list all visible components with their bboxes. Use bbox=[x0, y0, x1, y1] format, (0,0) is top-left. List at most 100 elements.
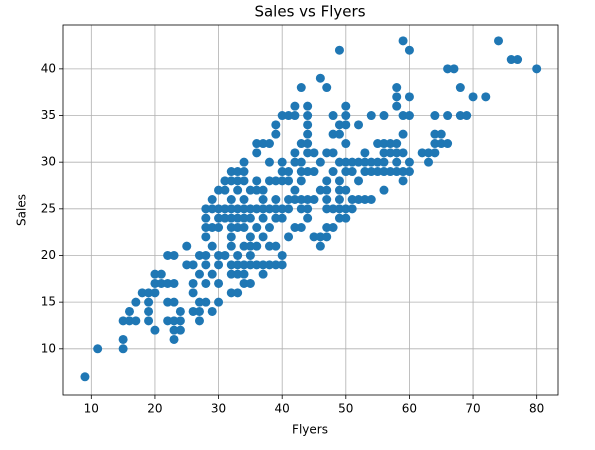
point bbox=[379, 167, 389, 177]
point bbox=[207, 241, 217, 251]
point bbox=[360, 167, 370, 177]
point bbox=[239, 204, 249, 214]
point bbox=[322, 204, 332, 214]
y-tick-label: 35 bbox=[41, 108, 56, 122]
y-axis-label: Sales bbox=[15, 194, 29, 226]
point bbox=[296, 195, 306, 205]
point bbox=[392, 83, 402, 93]
point bbox=[233, 167, 243, 177]
point bbox=[303, 148, 313, 158]
point bbox=[271, 260, 281, 270]
point bbox=[214, 297, 224, 307]
point bbox=[118, 344, 128, 354]
point bbox=[449, 64, 459, 74]
point bbox=[303, 195, 313, 205]
point bbox=[334, 129, 344, 139]
point bbox=[194, 269, 204, 279]
point bbox=[404, 111, 414, 121]
point bbox=[398, 129, 408, 139]
point bbox=[233, 288, 243, 298]
point bbox=[379, 185, 389, 195]
point bbox=[277, 213, 287, 223]
point bbox=[169, 316, 179, 326]
x-tick-label: 60 bbox=[402, 402, 417, 416]
point bbox=[468, 92, 478, 102]
point bbox=[150, 325, 160, 335]
point bbox=[392, 92, 402, 102]
point bbox=[347, 204, 357, 214]
point bbox=[264, 176, 274, 186]
point bbox=[303, 101, 313, 111]
point bbox=[175, 306, 185, 316]
point bbox=[169, 325, 179, 335]
point bbox=[194, 306, 204, 316]
point bbox=[404, 167, 414, 177]
point bbox=[455, 111, 465, 121]
point bbox=[271, 204, 281, 214]
point bbox=[239, 176, 249, 186]
point bbox=[258, 185, 268, 195]
point bbox=[309, 232, 319, 242]
point bbox=[220, 185, 230, 195]
point bbox=[360, 157, 370, 167]
point bbox=[506, 55, 516, 65]
point bbox=[398, 148, 408, 158]
point bbox=[169, 297, 179, 307]
point bbox=[385, 139, 395, 149]
point bbox=[214, 213, 224, 223]
point bbox=[150, 269, 160, 279]
point bbox=[322, 185, 332, 195]
point bbox=[245, 185, 255, 195]
point bbox=[214, 204, 224, 214]
point bbox=[296, 83, 306, 93]
point bbox=[220, 204, 230, 214]
point bbox=[245, 250, 255, 260]
point bbox=[271, 241, 281, 251]
point bbox=[481, 92, 491, 102]
point bbox=[258, 204, 268, 214]
point bbox=[277, 111, 287, 121]
point bbox=[118, 334, 128, 344]
point bbox=[443, 111, 453, 121]
point bbox=[271, 176, 281, 186]
y-tick-label: 20 bbox=[41, 248, 56, 262]
point bbox=[315, 232, 325, 242]
point bbox=[354, 157, 364, 167]
point bbox=[303, 139, 313, 149]
point bbox=[328, 204, 338, 214]
point bbox=[188, 306, 198, 316]
point bbox=[385, 148, 395, 158]
point bbox=[226, 260, 236, 270]
point bbox=[290, 195, 300, 205]
point bbox=[245, 232, 255, 242]
point bbox=[303, 213, 313, 223]
point bbox=[430, 139, 440, 149]
point bbox=[118, 316, 128, 326]
point bbox=[214, 260, 224, 270]
point bbox=[341, 101, 351, 111]
point bbox=[360, 195, 370, 205]
point bbox=[226, 222, 236, 232]
point bbox=[264, 241, 274, 251]
point bbox=[214, 250, 224, 260]
point bbox=[290, 222, 300, 232]
point bbox=[341, 157, 351, 167]
point bbox=[322, 232, 332, 242]
point bbox=[284, 204, 294, 214]
point bbox=[296, 176, 306, 186]
point bbox=[163, 297, 173, 307]
point bbox=[239, 269, 249, 279]
point bbox=[334, 204, 344, 214]
point bbox=[226, 269, 236, 279]
point bbox=[347, 167, 357, 177]
point bbox=[334, 120, 344, 130]
point bbox=[341, 139, 351, 149]
point bbox=[315, 241, 325, 251]
point bbox=[373, 157, 383, 167]
point bbox=[354, 195, 364, 205]
point bbox=[258, 260, 268, 270]
point bbox=[201, 232, 211, 242]
point bbox=[169, 334, 179, 344]
point bbox=[226, 232, 236, 242]
